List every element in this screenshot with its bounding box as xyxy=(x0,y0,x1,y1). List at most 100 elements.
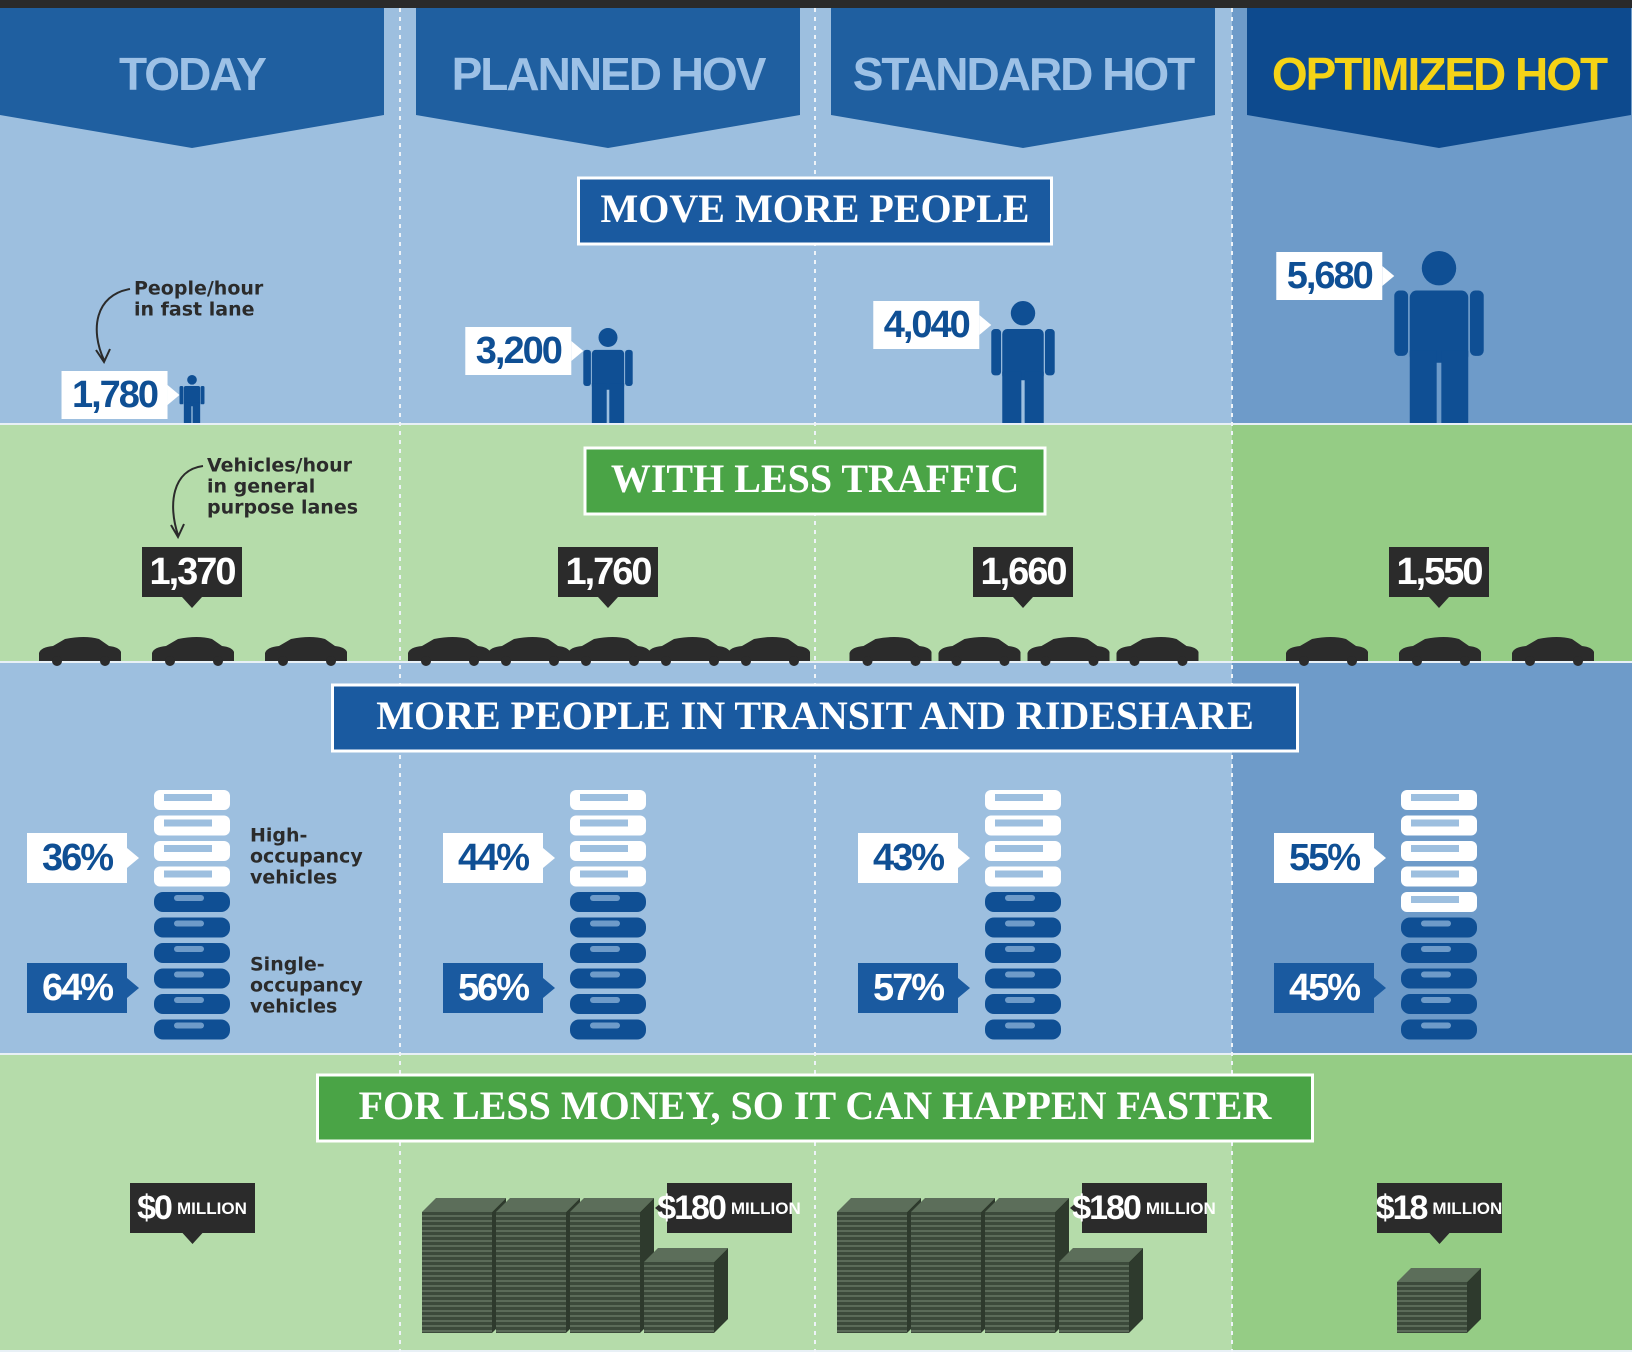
car-wheel xyxy=(911,656,921,666)
hov-window xyxy=(580,794,628,801)
hov-window xyxy=(580,871,628,878)
hov-window xyxy=(995,871,1043,878)
car-wheel xyxy=(1525,656,1535,666)
column-title: STANDARD HOT xyxy=(853,48,1195,100)
car-wheel xyxy=(1299,656,1309,666)
cost-amount: $18 xyxy=(1376,1189,1428,1227)
cost-amount: $180 xyxy=(1072,1189,1141,1227)
cash-front xyxy=(985,1212,1055,1333)
person-arm xyxy=(625,350,633,386)
cash-top xyxy=(1059,1248,1143,1262)
sov-window xyxy=(590,895,620,901)
cash-front xyxy=(911,1212,981,1333)
sov-window xyxy=(590,972,620,978)
sov-window xyxy=(1005,895,1035,901)
hov-window xyxy=(995,794,1043,801)
car-wheel xyxy=(789,656,799,666)
note: in fast lane xyxy=(134,299,255,321)
sov-window xyxy=(590,997,620,1003)
section-title: WITH LESS TRAFFIC xyxy=(611,456,1019,501)
person-leg xyxy=(1002,372,1021,423)
note: People/hour xyxy=(134,278,264,300)
person-head xyxy=(1011,301,1035,325)
hov-value: 43% xyxy=(873,837,944,879)
note: purpose lanes xyxy=(207,497,358,519)
car-wheel xyxy=(469,656,479,666)
hov-window xyxy=(995,820,1043,827)
sov-window xyxy=(174,997,204,1003)
hov-window xyxy=(1411,820,1459,827)
car-wheel xyxy=(1347,656,1357,666)
infographic: TODAYPLANNED HOVSTANDARD HOTOPTIMIZED HO… xyxy=(0,0,1632,1352)
cost-amount: $180 xyxy=(657,1189,726,1227)
cash-top xyxy=(985,1198,1069,1212)
cash-front xyxy=(496,1212,566,1333)
person-leg xyxy=(1025,372,1044,423)
car-wheel xyxy=(326,656,336,666)
cash-top xyxy=(496,1198,580,1212)
hov-window xyxy=(580,820,628,827)
car-wheel xyxy=(1130,656,1140,666)
person-leg xyxy=(592,383,607,423)
car-wheel xyxy=(1178,656,1188,666)
sov-window xyxy=(1005,997,1035,1003)
people-value: 4,040 xyxy=(884,304,970,346)
sov-window xyxy=(174,972,204,978)
cash-top xyxy=(837,1198,921,1212)
top-bar xyxy=(0,0,1632,8)
cash-front xyxy=(422,1212,492,1333)
cash-stack xyxy=(985,1198,1069,1333)
car-wheel xyxy=(709,656,719,666)
hov-window xyxy=(1411,845,1459,852)
car-wheel xyxy=(1089,656,1099,666)
section-title: FOR LESS MONEY, SO IT CAN HAPPEN FASTER xyxy=(359,1083,1273,1128)
cash-stack xyxy=(1059,1248,1143,1333)
cash-stack xyxy=(837,1198,921,1333)
car-wheel xyxy=(165,656,175,666)
car-wheel xyxy=(629,656,639,666)
hov-window xyxy=(995,845,1043,852)
person-leg xyxy=(1410,351,1437,423)
cost-unit: MILLION xyxy=(1432,1199,1502,1218)
cash-stack xyxy=(496,1198,580,1333)
cash-front xyxy=(837,1212,907,1333)
sov-value: 45% xyxy=(1289,967,1360,1009)
person-leg xyxy=(193,403,201,423)
person-head xyxy=(1422,251,1456,285)
cash-stack xyxy=(644,1248,728,1333)
sov-value: 56% xyxy=(458,967,529,1009)
hov-window xyxy=(1411,871,1459,878)
person-arm xyxy=(201,386,205,404)
car-wheel xyxy=(213,656,223,666)
sov-window xyxy=(1421,946,1451,952)
note: in general xyxy=(207,476,315,498)
people-value: 5,680 xyxy=(1287,255,1373,297)
cash-stack xyxy=(1397,1268,1481,1333)
person-leg xyxy=(1441,351,1468,423)
section-title: MORE PEOPLE IN TRANSIT AND RIDESHARE xyxy=(376,693,1254,738)
person-head xyxy=(187,375,197,385)
people-value: 1,780 xyxy=(72,374,158,416)
car-wheel xyxy=(1000,656,1010,666)
traffic-value: 1,550 xyxy=(1396,551,1482,593)
hov-window xyxy=(580,845,628,852)
sov-window xyxy=(590,921,620,927)
sov-window xyxy=(1005,946,1035,952)
section-title: MOVE MORE PEOPLE xyxy=(601,186,1030,231)
sov-window xyxy=(1421,921,1451,927)
hov-value: 55% xyxy=(1289,837,1360,879)
note: vehicles xyxy=(250,867,337,889)
car-wheel xyxy=(100,656,110,666)
car-wheel xyxy=(863,656,873,666)
cash-stack xyxy=(422,1198,506,1333)
band-bg xyxy=(1232,425,1632,663)
car-wheel xyxy=(1041,656,1051,666)
sov-value: 57% xyxy=(873,967,944,1009)
traffic-value: 1,760 xyxy=(565,551,651,593)
cash-top xyxy=(644,1248,728,1262)
sov-window xyxy=(1005,1023,1035,1029)
person-arm xyxy=(1045,329,1055,375)
person-arm xyxy=(1394,291,1408,356)
cash-front xyxy=(644,1262,714,1333)
traffic-value: 1,370 xyxy=(149,551,235,593)
